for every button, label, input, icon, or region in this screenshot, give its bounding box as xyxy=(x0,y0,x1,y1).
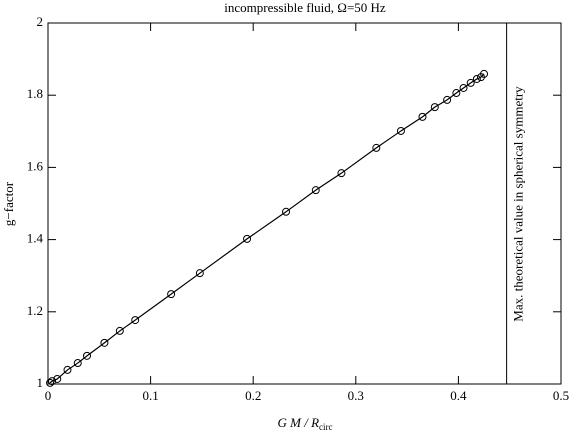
point xyxy=(452,89,461,98)
point xyxy=(131,316,140,325)
point xyxy=(195,269,204,278)
x-tick-label: 0.4 xyxy=(450,388,467,403)
x-tick-label: 0.1 xyxy=(142,388,158,403)
point xyxy=(466,78,475,87)
y-tick-label: 1.4 xyxy=(27,231,44,246)
series-line xyxy=(49,73,485,384)
point xyxy=(243,234,252,243)
x-tick-label: 0 xyxy=(45,388,52,403)
x-tick-label: 0.3 xyxy=(348,388,364,403)
chart-title: incompressible fluid, Ω=50 Hz xyxy=(224,0,386,15)
point xyxy=(459,83,468,92)
y-tick-label: 1.2 xyxy=(27,303,43,318)
y-axis-label: g−factor xyxy=(1,181,16,226)
point xyxy=(480,69,489,78)
point xyxy=(282,207,291,216)
x-label-main: G M / R xyxy=(277,415,319,430)
point xyxy=(430,103,439,112)
x-label-sub: circ xyxy=(319,422,333,432)
y-tick-label: 2 xyxy=(37,14,44,29)
point xyxy=(472,74,481,83)
point xyxy=(372,143,381,152)
point xyxy=(53,374,62,383)
point xyxy=(48,377,57,386)
y-tick-label: 1.6 xyxy=(27,158,44,173)
point xyxy=(63,365,72,374)
point xyxy=(73,359,82,368)
point xyxy=(396,126,405,135)
point xyxy=(443,95,452,104)
reference-label: Max. theoretical value in spherical symm… xyxy=(511,86,526,322)
point xyxy=(167,290,176,299)
x-axis-label: G M / Rcirc xyxy=(277,415,332,432)
y-tick-label: 1 xyxy=(37,375,44,390)
point xyxy=(82,351,91,360)
point xyxy=(100,338,109,347)
point xyxy=(337,169,346,178)
point xyxy=(115,326,124,335)
x-tick-label: 0.5 xyxy=(553,388,569,403)
plot-frame xyxy=(47,22,562,385)
point xyxy=(418,112,427,121)
x-tick-label: 0.2 xyxy=(245,388,261,403)
y-tick-label: 1.8 xyxy=(27,86,43,101)
point xyxy=(311,186,320,195)
point xyxy=(46,378,55,387)
